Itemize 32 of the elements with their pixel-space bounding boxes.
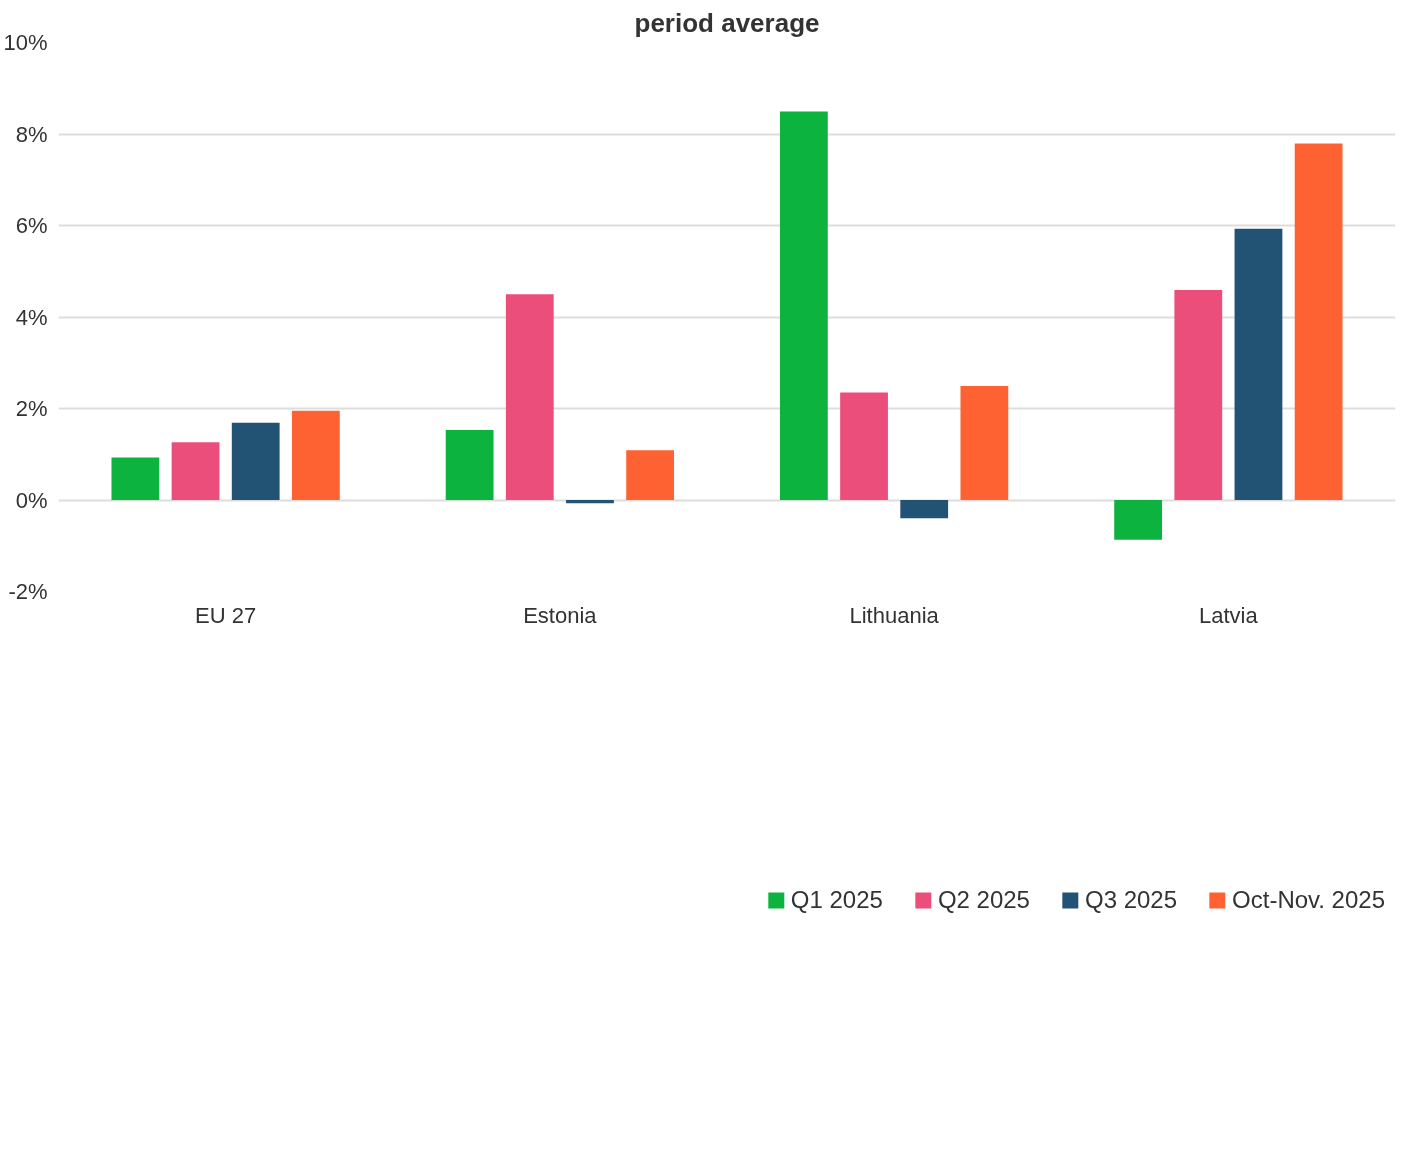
bar <box>231 422 280 500</box>
bar <box>900 500 949 519</box>
legend-label: Q1 2025 <box>790 886 883 914</box>
bar <box>171 442 220 500</box>
legend-label: Q3 2025 <box>1084 886 1178 914</box>
y-tick-label: 8% <box>15 121 48 147</box>
legend-label: Q2 2025 <box>937 886 1030 914</box>
chart-title: period average <box>634 7 820 38</box>
y-tick-label: 0% <box>15 487 48 513</box>
y-tick-label: 4% <box>15 304 48 330</box>
y-tick-label: -2% <box>8 579 48 604</box>
x-tick-label: Lithuania <box>849 602 940 628</box>
bar <box>291 410 340 500</box>
bar <box>960 386 1009 500</box>
x-tick-label: EU 27 <box>195 602 257 628</box>
bar <box>1234 228 1283 500</box>
bar <box>626 450 675 500</box>
bar <box>1294 143 1343 500</box>
bar <box>445 430 494 500</box>
bar <box>840 392 888 500</box>
bar <box>505 294 554 500</box>
bar <box>111 457 160 500</box>
x-tick-label: Latvia <box>1199 602 1259 628</box>
bar <box>779 111 828 500</box>
y-tick-label: 2% <box>15 396 48 421</box>
bar <box>1174 290 1223 500</box>
y-tick-label: 6% <box>15 213 48 238</box>
legend-label: Oct-Nov. 2025 <box>1232 886 1385 914</box>
bar <box>1114 500 1163 540</box>
y-tick-label: 10% <box>3 30 48 55</box>
bar <box>566 500 614 504</box>
x-tick-label: Estonia <box>523 602 598 628</box>
